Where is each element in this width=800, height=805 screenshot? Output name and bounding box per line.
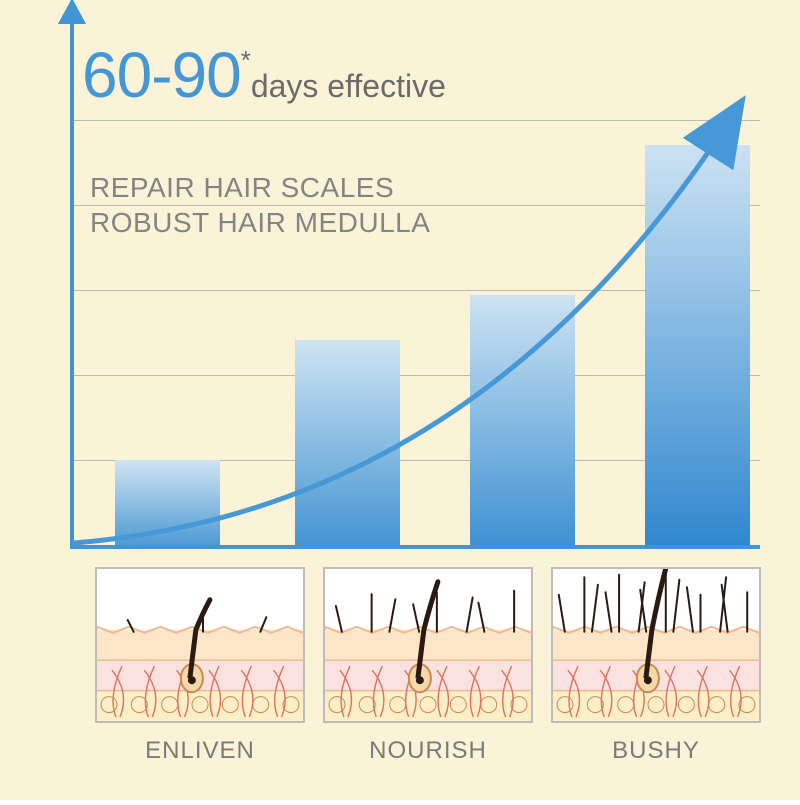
hair-panel-bushy: BUSHY: [551, 567, 761, 723]
panel-label: ENLIVEN: [97, 737, 303, 765]
panel-label: NOURISH: [325, 737, 531, 765]
headline-unit: days effective: [251, 68, 446, 105]
panel-label: BUSHY: [553, 737, 759, 765]
hair-panel-enliven: ENLIVEN: [95, 567, 305, 723]
headline-asterisk: *: [241, 45, 251, 76]
subtitle-line2: ROBUST HAIR MEDULLA: [90, 205, 430, 240]
headline: 60-90 * days effective: [82, 38, 446, 112]
infographic-canvas: 60-90 * days effective REPAIR HAIR SCALES…: [0, 0, 800, 800]
subtitle-line1: REPAIR HAIR SCALES: [90, 170, 430, 205]
hair-panels-row: ENLIVEN NOURISH BU: [95, 567, 761, 723]
headline-number: 60-90: [82, 38, 241, 112]
subtitle: REPAIR HAIR SCALES ROBUST HAIR MEDULLA: [90, 170, 430, 240]
hair-panel-nourish: NOURISH: [323, 567, 533, 723]
